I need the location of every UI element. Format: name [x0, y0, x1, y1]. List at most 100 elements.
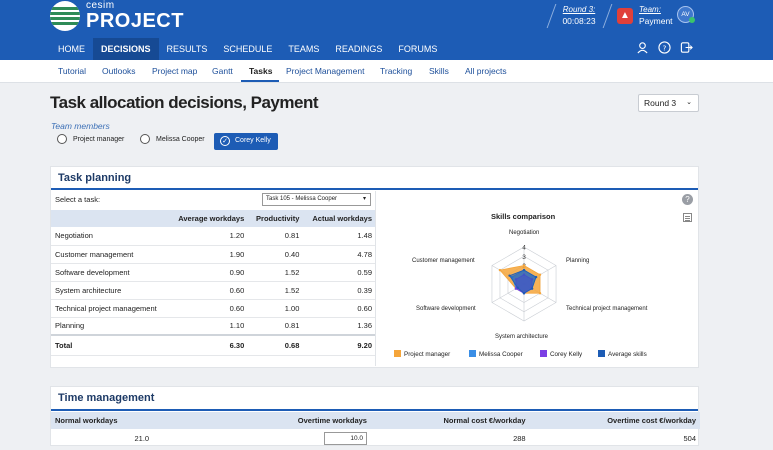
- nav-results[interactable]: RESULTS: [166, 44, 208, 54]
- subnav-project-map[interactable]: Project map: [152, 66, 198, 76]
- brand-name: PROJECT: [86, 10, 184, 32]
- chart-title: Skills comparison: [491, 212, 556, 221]
- member-label: Corey Kelly: [235, 137, 271, 144]
- task-select[interactable]: Task 105 - Melissa Cooper ▾: [262, 193, 371, 206]
- logout-icon[interactable]: [680, 41, 693, 54]
- radio-icon[interactable]: [140, 134, 150, 144]
- total-productivity: 0.68: [248, 334, 304, 356]
- round-select[interactable]: Round 3 ⌄: [638, 94, 699, 112]
- divider: [375, 191, 376, 366]
- productivity-cell: 0.81: [248, 227, 304, 246]
- actual-workdays-cell: 4.78: [303, 245, 376, 264]
- team-label[interactable]: Team:: [639, 5, 661, 14]
- column-header: Average workdays: [168, 210, 249, 227]
- table-row: Negotiation 1.20 0.81 1.48: [51, 227, 376, 246]
- column-header: Normal workdays: [51, 412, 236, 429]
- total-avg-workdays: 6.30: [168, 334, 249, 356]
- time-management-card: Time management Normal workdays Overtime…: [50, 386, 700, 447]
- help-icon[interactable]: ?: [658, 41, 671, 54]
- cesim-logo-icon[interactable]: [50, 1, 80, 31]
- team-info: Team: Payment: [639, 5, 673, 26]
- nav-forums[interactable]: FORUMS: [398, 44, 438, 54]
- card-accent-bar: [51, 188, 698, 190]
- radio-icon[interactable]: [57, 134, 67, 144]
- table-row: 21.0 10.0 288 504: [51, 429, 700, 447]
- table-row: Planning 1.10 0.81 1.36: [51, 317, 376, 336]
- subnav-skills[interactable]: Skills: [429, 66, 449, 76]
- time-management-title: Time management: [58, 392, 155, 404]
- table-header-row: Average workdays Productivity Actual wor…: [51, 210, 376, 227]
- avg-workdays-cell: 0.60: [168, 299, 249, 318]
- page-title: Task allocation decisions, Payment: [50, 93, 319, 112]
- normal-workdays-cell: 21.0: [134, 433, 150, 443]
- check-icon[interactable]: ✓: [220, 136, 230, 146]
- task-planning-table: Average workdays Productivity Actual wor…: [51, 210, 376, 356]
- radar-axis-label: Negotiation: [509, 230, 540, 236]
- team-members-label: Team members: [51, 121, 110, 131]
- svg-text:?: ?: [663, 43, 667, 52]
- avg-workdays-cell: 1.90: [168, 245, 249, 264]
- skill-cell: Software development: [51, 263, 169, 282]
- radar-point: [498, 268, 502, 272]
- nav-readings[interactable]: READINGS: [335, 44, 383, 54]
- radar-point: [522, 268, 526, 272]
- active-tab-indicator: [241, 80, 279, 82]
- subnav-project-management[interactable]: Project Management: [286, 66, 365, 76]
- column-header: Normal cost €/workday: [370, 412, 530, 429]
- legend-swatch: [394, 350, 401, 357]
- column-header: Productivity: [248, 210, 304, 227]
- round-countdown: 00:08:23: [562, 16, 596, 26]
- avg-workdays-cell: 1.20: [168, 227, 249, 246]
- round-label[interactable]: Round 3:: [562, 5, 596, 14]
- radar-point: [516, 286, 519, 289]
- skill-cell: System architecture: [51, 281, 169, 300]
- legend-swatch: [469, 350, 476, 357]
- brand-logo-text[interactable]: cesim PROJECT: [86, 0, 184, 33]
- fire-alert-icon[interactable]: ▲: [617, 8, 633, 24]
- legend-item[interactable]: Corey Kelly: [540, 350, 582, 358]
- subnav-tasks[interactable]: Tasks: [249, 66, 273, 76]
- column-header: [51, 210, 169, 227]
- legend-item[interactable]: Project manager: [394, 350, 450, 358]
- skill-cell: Technical project management: [51, 299, 169, 318]
- user-icon[interactable]: [636, 41, 649, 54]
- total-label: Total: [51, 334, 169, 356]
- subnav-all-projects[interactable]: All projects: [465, 66, 507, 76]
- member-option-corey-kelly[interactable]: ✓ Corey Kelly: [214, 133, 278, 150]
- skills-radar-chart: 1234: [491, 245, 557, 322]
- brand-top: cesim: [86, 0, 115, 11]
- actual-workdays-cell: 0.39: [303, 281, 376, 300]
- radar-axis-label: System architecture: [495, 334, 549, 340]
- chevron-down-icon: ▾: [362, 196, 366, 202]
- subnav-outlooks[interactable]: Outlooks: [102, 66, 136, 76]
- actual-workdays-cell: 0.59: [303, 263, 376, 282]
- nav-decisions[interactable]: DECISIONS: [93, 38, 159, 60]
- radar-axis-label: Software development: [416, 306, 476, 312]
- subnav-tutorial[interactable]: Tutorial: [58, 66, 87, 76]
- avg-workdays-cell: 0.90: [168, 263, 249, 282]
- nav-home[interactable]: HOME: [58, 44, 85, 54]
- overtime-cost-cell: 504: [683, 433, 696, 443]
- productivity-cell: 1.52: [248, 281, 304, 300]
- radar-point: [538, 273, 542, 276]
- time-management-table: Normal workdays Overtime workdays Normal…: [51, 412, 700, 447]
- radar-point: [538, 292, 542, 295]
- total-row: Total 6.30 0.68 9.20: [51, 334, 376, 356]
- chart-menu-icon[interactable]: [683, 213, 692, 222]
- team-name: Payment: [639, 16, 673, 26]
- overtime-workdays-input[interactable]: 10.0: [323, 431, 367, 445]
- nav-schedule[interactable]: SCHEDULE: [223, 44, 273, 54]
- radar-point: [530, 287, 534, 290]
- sub-nav: Tutorial Outlooks Project map Gantt Task…: [0, 60, 773, 83]
- legend-label: Melissa Cooper: [479, 351, 523, 358]
- subnav-tracking[interactable]: Tracking: [380, 66, 413, 76]
- subnav-gantt[interactable]: Gantt: [212, 66, 233, 76]
- legend-item[interactable]: Average skills: [598, 350, 647, 358]
- legend-label: Corey Kelly: [550, 351, 583, 358]
- legend-item[interactable]: Melissa Cooper: [469, 350, 523, 358]
- chevron-down-icon: ⌄: [686, 99, 692, 106]
- nav-teams[interactable]: TEAMS: [288, 44, 320, 54]
- question-icon[interactable]: ?: [682, 194, 693, 205]
- legend-label: Project manager: [404, 351, 451, 358]
- productivity-cell: 1.00: [248, 299, 304, 318]
